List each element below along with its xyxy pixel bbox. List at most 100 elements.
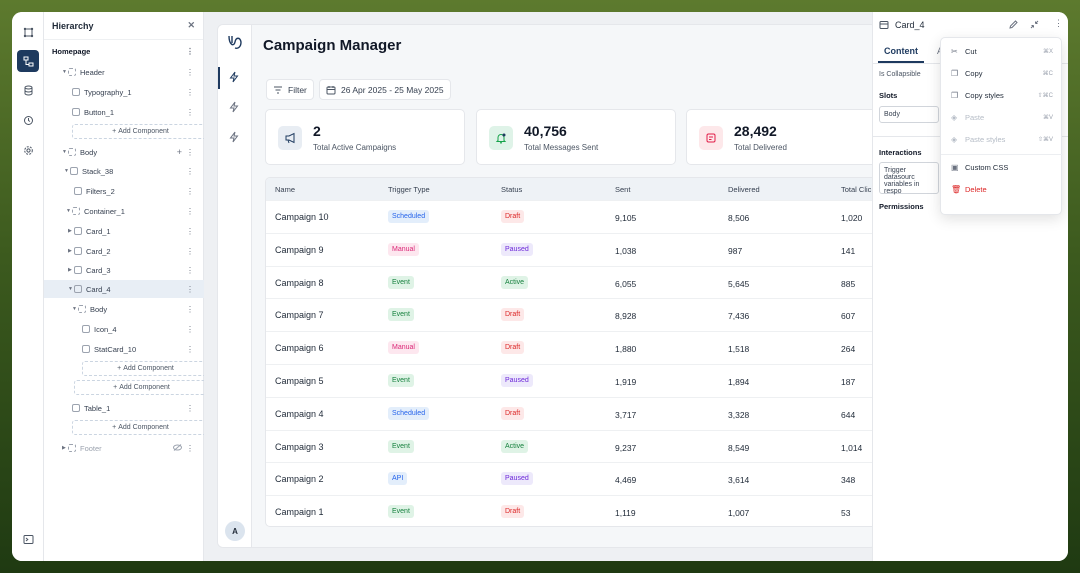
more-options-icon[interactable]: ⋮ bbox=[186, 87, 194, 97]
menu-item-delete[interactable]: 🗑 Delete bbox=[941, 180, 1063, 198]
more-options-icon[interactable]: ⋮ bbox=[186, 344, 194, 354]
column-header[interactable]: Name bbox=[275, 185, 296, 194]
more-options-icon[interactable]: ⋮ bbox=[186, 147, 194, 157]
tree-node-stack[interactable]: ▼ Stack_38 ⋮ bbox=[44, 162, 204, 180]
table-row[interactable]: Campaign 10 Scheduled Draft 9,105 8,506 1,020 bbox=[266, 200, 876, 233]
caret-right-icon[interactable]: ▶ bbox=[68, 267, 72, 273]
more-options-icon[interactable]: ⋮ bbox=[186, 284, 194, 294]
more-options-icon[interactable]: ⋮ bbox=[186, 166, 194, 176]
stack-icon bbox=[70, 167, 78, 175]
caret-down-icon[interactable]: ▼ bbox=[72, 306, 77, 312]
tree-node-typography[interactable]: Typography_1 ⋮ bbox=[44, 83, 204, 101]
tree-node-statcard[interactable]: StatCard_10 ⋮ bbox=[44, 340, 204, 358]
hidden-eye-icon[interactable] bbox=[173, 443, 182, 453]
table-row[interactable]: Campaign 7 Event Draft 8,928 7,436 607 bbox=[266, 298, 876, 331]
tree-node-icon[interactable]: Icon_4 ⋮ bbox=[44, 320, 204, 338]
date-range-picker[interactable]: 26 Apr 2025 - 25 May 2025 bbox=[319, 79, 451, 100]
add-component-button[interactable]: + Add Component bbox=[72, 124, 209, 139]
more-options-icon[interactable]: ⋮ bbox=[186, 443, 194, 453]
tree-node-label: Card_1 bbox=[86, 226, 111, 236]
lightning-icon[interactable] bbox=[228, 71, 240, 86]
lightning-icon[interactable] bbox=[228, 101, 240, 116]
add-component-button[interactable]: + Add Component bbox=[72, 420, 209, 435]
add-child-icon[interactable]: + bbox=[176, 147, 182, 157]
add-component-button[interactable]: + Add Component bbox=[82, 361, 209, 376]
table-row[interactable]: Campaign 9 Manual Paused 1,038 987 141 bbox=[266, 232, 876, 266]
tree-node-button[interactable]: Button_1 ⋮ bbox=[44, 103, 204, 121]
avatar[interactable]: A bbox=[225, 521, 245, 541]
add-component-button[interactable]: + Add Component bbox=[74, 380, 209, 395]
megaphone-icon bbox=[278, 126, 302, 150]
tree-node-card-3[interactable]: ▶ Card_3 ⋮ bbox=[44, 261, 204, 279]
caret-right-icon[interactable]: ▶ bbox=[68, 228, 72, 234]
tab-content[interactable]: Content bbox=[884, 46, 918, 56]
more-options-icon[interactable]: ⋮ bbox=[186, 67, 194, 77]
caret-right-icon[interactable]: ▶ bbox=[62, 445, 66, 451]
tree-node-card-4[interactable]: ▼ Card_4 ⋮ bbox=[44, 280, 204, 298]
lightning-icon[interactable] bbox=[228, 131, 240, 146]
card-icon bbox=[74, 247, 82, 255]
menu-item-paste-styles[interactable]: ◈ Paste styles ⇧⌘V bbox=[941, 130, 1063, 148]
frame-tool-icon[interactable] bbox=[18, 22, 38, 42]
caret-down-icon[interactable]: ▼ bbox=[66, 208, 71, 214]
table-row[interactable]: Campaign 2 API Paused 4,469 3,614 348 bbox=[266, 462, 876, 495]
hierarchy-tool-icon[interactable] bbox=[17, 50, 39, 72]
menu-item-cut[interactable]: ✂ Cut ⌘X bbox=[941, 42, 1063, 60]
more-options-icon[interactable]: ⋮ bbox=[186, 226, 194, 236]
table-row[interactable]: Campaign 1 Event Draft 1,119 1,007 53 bbox=[266, 495, 876, 526]
table-row[interactable]: Campaign 8 Event Active 6,055 5,645 885 bbox=[266, 265, 876, 299]
edit-pencil-icon[interactable] bbox=[1009, 20, 1018, 31]
tree-node-table[interactable]: Table_1 ⋮ bbox=[44, 399, 204, 417]
menu-item-custom-css[interactable]: ▣ Custom CSS bbox=[941, 158, 1063, 176]
settings-gear-icon[interactable] bbox=[18, 140, 38, 160]
table-row[interactable]: Campaign 4 Scheduled Draft 3,717 3,328 644 bbox=[266, 396, 876, 430]
slots-select[interactable]: Body bbox=[879, 106, 939, 123]
close-icon[interactable]: ✕ bbox=[187, 20, 195, 30]
tree-node-body[interactable]: ▼ Body + ⋮ bbox=[44, 143, 204, 161]
caret-down-icon[interactable]: ▼ bbox=[62, 69, 67, 75]
collapse-icon[interactable] bbox=[1030, 20, 1039, 31]
database-icon[interactable] bbox=[18, 80, 38, 100]
more-options-icon[interactable]: ⋮ bbox=[186, 403, 194, 413]
tree-node-header[interactable]: ▼ Header ⋮ bbox=[44, 63, 204, 81]
column-header[interactable]: Trigger Type bbox=[388, 185, 430, 194]
caret-down-icon[interactable]: ▼ bbox=[62, 149, 67, 155]
table-row[interactable]: Campaign 6 Manual Draft 1,880 1,518 264 bbox=[266, 331, 876, 364]
menu-shortcut: ⌘V bbox=[1042, 114, 1053, 121]
interactions-label: Interactions bbox=[879, 148, 922, 157]
more-options-icon[interactable]: ⋮ bbox=[186, 107, 194, 117]
caret-down-icon[interactable]: ▼ bbox=[68, 286, 73, 292]
caret-right-icon[interactable]: ▶ bbox=[68, 248, 72, 254]
column-header[interactable]: Total Clic bbox=[841, 185, 872, 194]
menu-item-copy[interactable]: ❐ Copy ⌘C bbox=[941, 64, 1063, 82]
tree-node-card-1[interactable]: ▶ Card_1 ⋮ bbox=[44, 222, 204, 240]
tree-node-container[interactable]: ▼ Container_1 ⋮ bbox=[44, 202, 204, 220]
table-row[interactable]: Campaign 5 Event Paused 1,919 1,894 187 bbox=[266, 364, 876, 397]
tree-node-footer[interactable]: ▶ Footer ⋮ bbox=[44, 439, 204, 457]
more-options-icon[interactable]: ⋮ bbox=[186, 324, 194, 334]
caret-down-icon[interactable]: ▼ bbox=[64, 168, 69, 174]
card-icon bbox=[82, 345, 90, 353]
more-options-icon[interactable]: ⋮ bbox=[186, 206, 194, 216]
clicks-value: 264 bbox=[841, 344, 856, 355]
history-icon[interactable] bbox=[18, 110, 38, 130]
menu-item-paste[interactable]: ◈ Paste ⌘V bbox=[941, 108, 1063, 126]
tree-node-filters[interactable]: Filters_2 ⋮ bbox=[44, 182, 204, 200]
more-options-icon[interactable]: ⋮ bbox=[186, 265, 194, 275]
menu-item-copy-styles[interactable]: ❐ Copy styles ⇧⌘C bbox=[941, 86, 1063, 104]
table-row[interactable]: Campaign 3 Event Active 9,237 8,549 1,014 bbox=[266, 429, 876, 463]
more-options-icon[interactable]: ⋮ bbox=[1054, 18, 1063, 28]
filter-button[interactable]: Filter bbox=[266, 79, 314, 100]
more-options-icon[interactable]: ⋮ bbox=[186, 186, 194, 196]
column-header[interactable]: Delivered bbox=[728, 185, 760, 194]
column-header[interactable]: Status bbox=[501, 185, 523, 194]
tree-node-card-2[interactable]: ▶ Card_2 ⋮ bbox=[44, 242, 204, 260]
more-options-icon[interactable]: ⋮ bbox=[186, 46, 194, 56]
tree-root-homepage[interactable]: Homepage ⋮ bbox=[44, 42, 204, 60]
container-icon bbox=[68, 148, 76, 156]
column-header[interactable]: Sent bbox=[615, 185, 631, 194]
tree-node-card-body[interactable]: ▼ Body ⋮ bbox=[44, 300, 204, 318]
more-options-icon[interactable]: ⋮ bbox=[186, 246, 194, 256]
more-options-icon[interactable]: ⋮ bbox=[186, 304, 194, 314]
terminal-icon[interactable] bbox=[18, 529, 38, 549]
